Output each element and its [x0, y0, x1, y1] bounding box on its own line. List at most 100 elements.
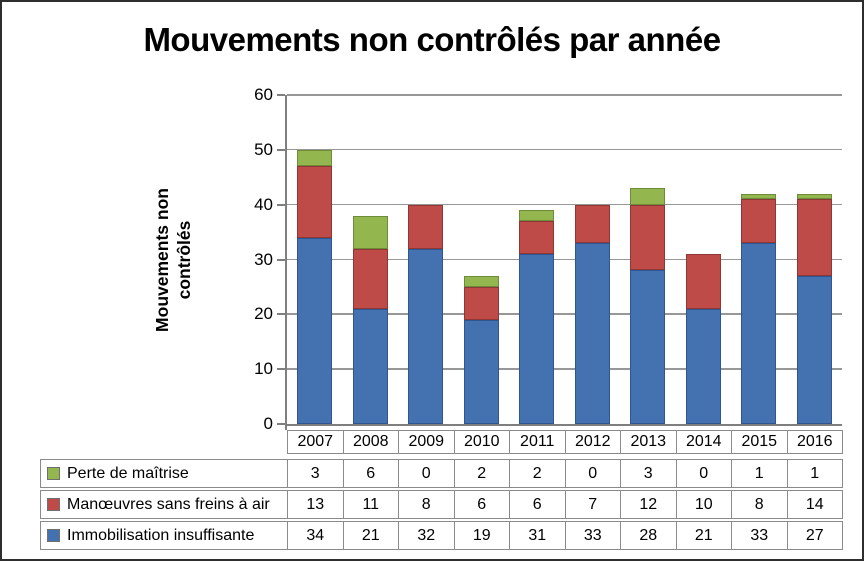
bar-segment	[574, 204, 610, 244]
bar-segment	[297, 237, 333, 424]
y-tick-mark	[277, 203, 285, 206]
bar-segment	[408, 248, 444, 424]
y-tick-label: 50	[254, 139, 273, 159]
table-value-cell: 33	[564, 521, 621, 550]
table-value-cell: 0	[675, 459, 732, 488]
gridline	[287, 148, 842, 151]
table-value-cell: 11	[342, 490, 399, 519]
y-tick-label: 20	[254, 304, 273, 324]
gridline	[287, 313, 842, 315]
bar-segment	[685, 308, 721, 424]
y-tick-label: 40	[254, 194, 273, 214]
year-header-cell: 2010	[453, 430, 510, 454]
table-value-cell: 21	[342, 521, 399, 550]
table-value-cell: 12	[620, 490, 677, 519]
gridline	[287, 203, 842, 206]
table-value-cell: 8	[398, 490, 455, 519]
table-value-cell: 6	[342, 459, 399, 488]
year-header-cell: 2015	[731, 430, 788, 454]
bar-segment	[741, 243, 777, 424]
y-tick-label: 30	[254, 249, 273, 269]
legend-label: Perte de maîtrise	[67, 464, 189, 482]
table-value-cell: 0	[398, 459, 455, 488]
bar-segment	[519, 210, 555, 222]
bar-segment	[796, 193, 832, 200]
table-value-cell: 7	[564, 490, 621, 519]
legend-key-swatch	[47, 466, 60, 480]
bar-segment	[741, 193, 777, 200]
legend-key-swatch	[47, 528, 60, 542]
year-header-cell: 2007	[287, 430, 344, 454]
table-value-cell: 32	[398, 521, 455, 550]
bar-segment	[297, 166, 333, 238]
year-header-cell: 2011	[509, 430, 566, 454]
year-header-cell: 2009	[398, 430, 455, 454]
bar-segment	[741, 199, 777, 244]
gridline	[287, 258, 842, 261]
year-header-cell: 2008	[342, 430, 399, 454]
bar-segment	[630, 270, 666, 424]
y-tick-label: 0	[263, 414, 273, 433]
bar-segment	[463, 286, 499, 320]
y-axis-title-line-1: Mouvements non	[152, 188, 172, 332]
y-tick-mark	[277, 313, 285, 316]
bar-segment	[463, 319, 499, 424]
y-axis-title: Mouvements non contrôlés	[151, 90, 197, 430]
legend-label: Immobilisation insuffisante	[67, 526, 255, 544]
gridline	[287, 94, 842, 96]
bar-segment	[463, 275, 499, 287]
bar-segment	[685, 254, 721, 309]
table-value-cell: 10	[675, 490, 732, 519]
y-tick-mark	[277, 148, 285, 151]
bar-segment	[352, 308, 388, 424]
legend-label-cell: Perte de maîtrise	[40, 459, 288, 488]
bar-segment	[519, 221, 555, 254]
year-header-cell: 2016	[786, 430, 843, 454]
bar-segment	[630, 188, 666, 205]
bar-segment	[796, 199, 832, 276]
year-header-cell: 2014	[675, 430, 732, 454]
y-tick-mark	[277, 368, 285, 371]
bar-segment	[408, 204, 444, 249]
y-tick-label: 60	[254, 85, 273, 104]
bar-segment	[519, 254, 555, 424]
x-axis-line	[285, 424, 842, 426]
table-value-cell: 3	[620, 459, 677, 488]
legend-label-cell: Manœuvres sans freins à air	[40, 490, 288, 519]
legend-key-swatch	[47, 497, 60, 511]
table-value-cell: 1	[786, 459, 843, 488]
legend-label: Manœuvres sans freins à air	[67, 495, 270, 513]
table-value-cell: 1	[731, 459, 788, 488]
table-value-cell: 3	[287, 459, 344, 488]
year-header-cell: 2013	[620, 430, 677, 454]
table-value-cell: 19	[453, 521, 510, 550]
table-value-cell: 34	[287, 521, 344, 550]
table-value-cell: 21	[675, 521, 732, 550]
legend-label-cell: Immobilisation insuffisante	[40, 521, 288, 550]
table-value-cell: 28	[620, 521, 677, 550]
chart-title: Mouvements non contrôlés par année	[143, 21, 721, 58]
table-value-cell: 0	[564, 459, 621, 488]
bar-segment	[352, 248, 388, 309]
y-tick-mark	[277, 94, 285, 96]
table-value-cell: 31	[509, 521, 566, 550]
table-value-cell: 2	[453, 459, 510, 488]
y-tick-mark	[277, 423, 285, 425]
bar-segment	[630, 204, 666, 271]
y-axis-line	[285, 95, 287, 430]
bar-segment	[796, 275, 832, 424]
table-value-cell: 14	[786, 490, 843, 519]
bar-segment	[574, 243, 610, 424]
y-tick-mark	[277, 258, 285, 261]
table-value-cell: 6	[509, 490, 566, 519]
bar-segment	[297, 149, 333, 167]
y-tick-label: 10	[254, 359, 273, 379]
table-value-cell: 13	[287, 490, 344, 519]
table-value-cell: 33	[731, 521, 788, 550]
table-value-cell: 2	[509, 459, 566, 488]
gridline	[287, 368, 842, 370]
table-value-cell: 6	[453, 490, 510, 519]
y-axis-title-line-2: contrôlés	[174, 220, 194, 300]
bar-segment	[352, 215, 388, 249]
